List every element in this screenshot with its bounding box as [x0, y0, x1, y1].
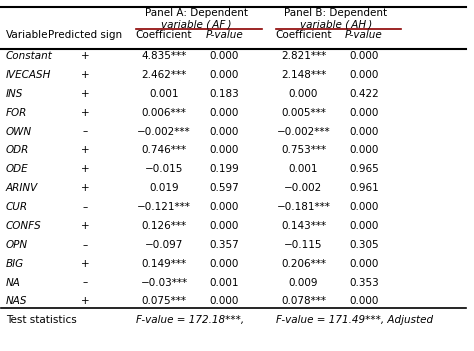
Text: 0.005***: 0.005***	[281, 108, 326, 118]
Text: NAS: NAS	[6, 297, 27, 306]
Text: −0.115: −0.115	[284, 240, 323, 250]
Text: Test statistics: Test statistics	[6, 315, 77, 325]
Text: −0.002: −0.002	[284, 183, 323, 193]
Text: 0.126***: 0.126***	[141, 221, 187, 231]
Text: 0.001: 0.001	[149, 89, 179, 99]
Text: Predicted sign: Predicted sign	[48, 30, 122, 40]
Text: Coefficient: Coefficient	[275, 30, 332, 40]
Text: +: +	[81, 51, 90, 61]
Text: +: +	[81, 221, 90, 231]
Text: 0.000: 0.000	[349, 108, 379, 118]
Text: +: +	[81, 259, 90, 269]
Text: 0.000: 0.000	[349, 297, 379, 306]
Text: Variable: Variable	[6, 30, 48, 40]
Text: −0.002***: −0.002***	[137, 127, 191, 137]
Text: 0.000: 0.000	[349, 221, 379, 231]
Text: INS: INS	[6, 89, 23, 99]
Text: +: +	[81, 89, 90, 99]
Text: 0.000: 0.000	[210, 202, 239, 212]
Text: 0.746***: 0.746***	[141, 145, 187, 155]
Text: 0.000: 0.000	[349, 202, 379, 212]
Text: 0.000: 0.000	[349, 70, 379, 80]
Text: −0.121***: −0.121***	[137, 202, 191, 212]
Text: 0.961: 0.961	[349, 183, 379, 193]
Text: IVECASH: IVECASH	[6, 70, 51, 80]
Text: NA: NA	[6, 278, 21, 287]
Text: 0.357: 0.357	[210, 240, 239, 250]
Text: +: +	[81, 70, 90, 80]
Text: 0.000: 0.000	[210, 145, 239, 155]
Text: 0.078***: 0.078***	[281, 297, 326, 306]
Text: 0.305: 0.305	[349, 240, 379, 250]
Text: 4.835***: 4.835***	[141, 51, 187, 61]
Text: –: –	[82, 240, 88, 250]
Text: 0.000: 0.000	[349, 127, 379, 137]
Text: 0.143***: 0.143***	[281, 221, 326, 231]
Text: Panel B: Dependent: Panel B: Dependent	[284, 8, 388, 18]
Text: 0.009: 0.009	[289, 278, 318, 287]
Text: F-value = 172.18***,: F-value = 172.18***,	[136, 315, 244, 325]
Text: +: +	[81, 183, 90, 193]
Text: 0.000: 0.000	[349, 145, 379, 155]
Text: CONFS: CONFS	[6, 221, 42, 231]
Text: 0.000: 0.000	[210, 70, 239, 80]
Text: ODR: ODR	[6, 145, 29, 155]
Text: 0.075***: 0.075***	[142, 297, 187, 306]
Text: 0.019: 0.019	[149, 183, 179, 193]
Text: –: –	[82, 278, 88, 287]
Text: −0.03***: −0.03***	[140, 278, 188, 287]
Text: OWN: OWN	[6, 127, 32, 137]
Text: 0.597: 0.597	[210, 183, 239, 193]
Text: ARINV: ARINV	[6, 183, 38, 193]
Text: −0.097: −0.097	[145, 240, 183, 250]
Text: 2.821***: 2.821***	[281, 51, 326, 61]
Text: –: –	[82, 202, 88, 212]
Text: P-value: P-value	[206, 30, 243, 40]
Text: −0.015: −0.015	[145, 164, 183, 174]
Text: −0.002***: −0.002***	[277, 127, 330, 137]
Text: OPN: OPN	[6, 240, 28, 250]
Text: 0.753***: 0.753***	[281, 145, 326, 155]
Text: +: +	[81, 297, 90, 306]
Text: CUR: CUR	[6, 202, 28, 212]
Text: variable ( ​AH​ ): variable ( ​AH​ )	[300, 19, 372, 29]
Text: variable ( ​AF​ ): variable ( ​AF​ )	[161, 19, 232, 29]
Text: Constant: Constant	[6, 51, 53, 61]
Text: 0.000: 0.000	[210, 297, 239, 306]
Text: 2.462***: 2.462***	[141, 70, 187, 80]
Text: Coefficient: Coefficient	[136, 30, 192, 40]
Text: 0.149***: 0.149***	[141, 259, 187, 269]
Text: 0.000: 0.000	[210, 259, 239, 269]
Text: 0.000: 0.000	[210, 51, 239, 61]
Text: 0.000: 0.000	[289, 89, 318, 99]
Text: Panel A: Dependent: Panel A: Dependent	[145, 8, 248, 18]
Text: FOR: FOR	[6, 108, 27, 118]
Text: −0.181***: −0.181***	[276, 202, 330, 212]
Text: +: +	[81, 164, 90, 174]
Text: 0.965: 0.965	[349, 164, 379, 174]
Text: –: –	[82, 127, 88, 137]
Text: F-value = 171.49***, Adjusted: F-value = 171.49***, Adjusted	[275, 315, 433, 325]
Text: 0.000: 0.000	[210, 108, 239, 118]
Text: 0.199: 0.199	[210, 164, 239, 174]
Text: 0.000: 0.000	[210, 127, 239, 137]
Text: 0.183: 0.183	[210, 89, 239, 99]
Text: 0.353: 0.353	[349, 278, 379, 287]
Text: 0.000: 0.000	[349, 259, 379, 269]
Text: 0.000: 0.000	[349, 51, 379, 61]
Text: 0.006***: 0.006***	[142, 108, 186, 118]
Text: BIG: BIG	[6, 259, 24, 269]
Text: 0.206***: 0.206***	[281, 259, 326, 269]
Text: 0.001: 0.001	[210, 278, 239, 287]
Text: +: +	[81, 145, 90, 155]
Text: P-value: P-value	[345, 30, 383, 40]
Text: 0.000: 0.000	[210, 221, 239, 231]
Text: 0.001: 0.001	[289, 164, 318, 174]
Text: 0.422: 0.422	[349, 89, 379, 99]
Text: +: +	[81, 108, 90, 118]
Text: ODE: ODE	[6, 164, 28, 174]
Text: 2.148***: 2.148***	[281, 70, 326, 80]
